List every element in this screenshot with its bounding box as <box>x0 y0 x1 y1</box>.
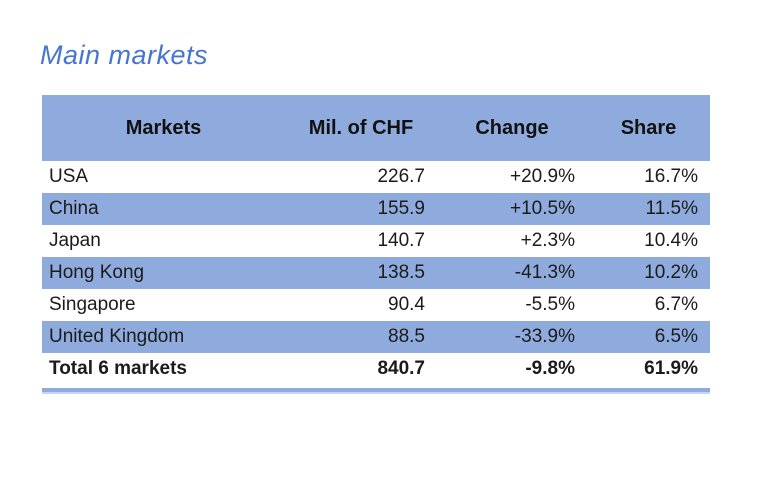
chf-value: 140.7 <box>377 230 425 251</box>
share-value: 16.7% <box>644 166 698 187</box>
market-name: USA <box>49 166 89 187</box>
change-value: -5.5% <box>525 294 575 315</box>
chf-value: 226.7 <box>377 166 425 187</box>
change-value: +2.3% <box>520 230 575 251</box>
table-row-japan: Japan 140.7 +2.3% 10.4% <box>42 225 710 257</box>
table-bottom-border <box>42 388 710 394</box>
share-value: 10.4% <box>644 230 698 251</box>
change-value: -41.3% <box>437 257 587 289</box>
total-label: Total 6 markets <box>49 358 187 379</box>
share-value: 11.5% <box>587 193 710 225</box>
change-value: +20.9% <box>510 166 575 187</box>
table-row-singapore: Singapore 90.4 -5.5% 6.7% <box>42 289 710 321</box>
market-name: Japan <box>49 230 101 251</box>
share-value: 10.2% <box>587 257 710 289</box>
chf-value: 90.4 <box>388 294 425 315</box>
share-value: 6.7% <box>654 294 698 315</box>
change-value: +10.5% <box>437 193 587 225</box>
share-value: 6.5% <box>587 321 710 353</box>
table-row-total: Total 6 markets 840.7 -9.8% 61.9% <box>42 353 710 385</box>
chf-value: 88.5 <box>285 321 437 353</box>
chf-value: 155.9 <box>285 193 437 225</box>
page-title: Main markets <box>40 40 209 70</box>
market-name: China <box>42 193 285 225</box>
column-header-markets: Markets <box>42 95 285 161</box>
table-header-row: Markets Mil. of CHF Change Share <box>42 95 710 161</box>
column-header-share: Share <box>587 95 710 161</box>
change-value: -33.9% <box>437 321 587 353</box>
column-header-change: Change <box>437 95 587 161</box>
market-name: Hong Kong <box>42 257 285 289</box>
chf-value: 138.5 <box>285 257 437 289</box>
markets-data-table: Markets Mil. of CHF Change Share USA 226… <box>42 95 710 385</box>
total-chf-value: 840.7 <box>377 358 425 379</box>
total-change-value: -9.8% <box>525 358 575 379</box>
table-row-china: China 155.9 +10.5% 11.5% <box>42 193 710 225</box>
table-row-usa: USA 226.7 +20.9% 16.7% <box>42 161 710 193</box>
table-row-united-kingdom: United Kingdom 88.5 -33.9% 6.5% <box>42 321 710 353</box>
total-share-value: 61.9% <box>644 358 698 379</box>
market-name: Singapore <box>49 294 136 315</box>
table-row-hong-kong: Hong Kong 138.5 -41.3% 10.2% <box>42 257 710 289</box>
market-name: United Kingdom <box>42 321 285 353</box>
main-markets-table: Markets Mil. of CHF Change Share USA 226… <box>42 95 710 394</box>
column-header-mil-chf: Mil. of CHF <box>285 95 437 161</box>
